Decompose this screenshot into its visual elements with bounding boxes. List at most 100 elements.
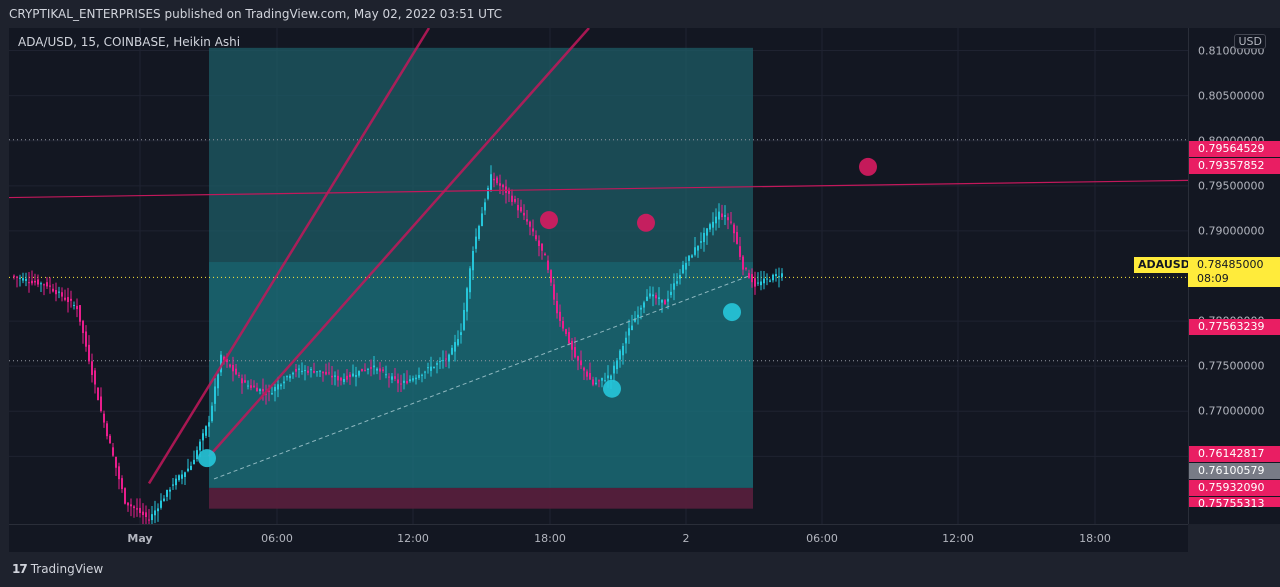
candle-body (439, 361, 441, 363)
candle-body (211, 405, 213, 422)
candle-body (514, 198, 516, 202)
candle-body (148, 519, 150, 521)
candle-body (313, 370, 315, 373)
candle-body (130, 504, 132, 507)
candle-body (277, 384, 279, 390)
candle-body (430, 366, 432, 371)
symbol-price-tag: ADAUSD (1134, 257, 1194, 273)
candle-body (67, 297, 69, 303)
symbol-label[interactable]: ADA/USD, 15, COINBASE, Heikin Ashi (18, 35, 241, 49)
candle-body (463, 309, 465, 330)
candle-body (565, 329, 567, 334)
candle-body (742, 256, 744, 270)
candle-body (316, 371, 318, 373)
candle-body (688, 255, 690, 261)
time-axis[interactable]: May 06:00 12:00 18:00 2 06:00 12:00 18:00 (9, 524, 1188, 552)
candle-body (319, 370, 321, 372)
candle-body (427, 367, 429, 369)
candle-body (736, 232, 738, 244)
candle-body (310, 369, 312, 371)
candle-body (52, 288, 54, 292)
price-level-badge: 0.76142817 (1189, 446, 1280, 462)
candle-body (748, 273, 750, 279)
candle-body (547, 260, 549, 270)
candle-body (568, 332, 570, 344)
candle-body (448, 354, 450, 362)
price-tick: 0.77500000 (1198, 359, 1265, 373)
publish-text: CRYPTIKAL_ENTERPRISES published on Tradi… (9, 7, 502, 21)
candle-body (727, 217, 729, 221)
candle-body (658, 297, 660, 299)
candle-body (223, 356, 225, 361)
candle-body (757, 282, 759, 284)
candle-body (154, 510, 156, 516)
candle-body (499, 183, 501, 186)
candle-body (22, 278, 24, 281)
candle-body (397, 379, 399, 384)
candle-body (271, 393, 273, 395)
candle-body (124, 488, 126, 504)
candle-body (178, 475, 180, 481)
candle-body (70, 298, 72, 301)
candle-body (496, 177, 498, 184)
candle-body (337, 375, 339, 381)
chart-area[interactable]: ADA/USD, 15, COINBASE, Heikin Ashi (9, 28, 1188, 524)
candle-body (280, 384, 282, 387)
candle-body (622, 345, 624, 356)
candle-body (679, 274, 681, 279)
candle-body (760, 281, 762, 286)
signal-marker (198, 449, 216, 468)
candle-body (181, 474, 183, 479)
candle-body (535, 235, 537, 240)
candle-body (355, 374, 357, 377)
price-tick: 0.79000000 (1198, 224, 1265, 238)
candle-body (361, 368, 363, 372)
candle-body (424, 371, 426, 373)
candle-body (391, 376, 393, 380)
candle-body (616, 360, 618, 370)
candle-body (394, 376, 396, 379)
candle-body (682, 264, 684, 274)
candle-body (85, 331, 87, 347)
candle-body (160, 500, 162, 508)
candle-body (121, 478, 123, 490)
candle-body (574, 347, 576, 358)
brand[interactable]: 17 TradingView (12, 562, 103, 576)
currency-badge[interactable]: USD (1234, 34, 1266, 49)
price-level-badge: 0.76100579 (1189, 463, 1280, 479)
candle-body (634, 318, 636, 322)
candle-body (745, 268, 747, 270)
candle-body (235, 368, 237, 375)
candle-body (436, 363, 438, 365)
candle-body (610, 375, 612, 380)
candle-body (106, 423, 108, 437)
candle-body (166, 489, 168, 497)
candle-body (703, 232, 705, 243)
candle-body (643, 302, 645, 308)
candle-body (358, 370, 360, 376)
candle-body (523, 212, 525, 216)
candle-body (583, 367, 585, 371)
candle-body (118, 466, 120, 480)
candle-body (595, 382, 597, 384)
brand-name: TradingView (30, 562, 104, 576)
candle-body (655, 295, 657, 299)
time-tick: 06:00 (806, 532, 838, 545)
trend-line (9, 179, 1188, 199)
trend-line (147, 28, 431, 485)
candle-body (733, 224, 735, 234)
candle-body (421, 374, 423, 376)
candle-body (13, 275, 15, 277)
candle-body (646, 296, 648, 301)
candle-body (370, 367, 372, 369)
candle-body (445, 358, 447, 360)
candle-body (58, 291, 60, 293)
time-tick: 18:00 (534, 532, 566, 545)
candle-body (604, 380, 606, 382)
candle-body (256, 387, 258, 392)
candle-body (556, 300, 558, 314)
candle-body (631, 325, 633, 331)
candle-body (259, 389, 261, 391)
candle-body (667, 298, 669, 302)
candle-body (169, 489, 171, 492)
